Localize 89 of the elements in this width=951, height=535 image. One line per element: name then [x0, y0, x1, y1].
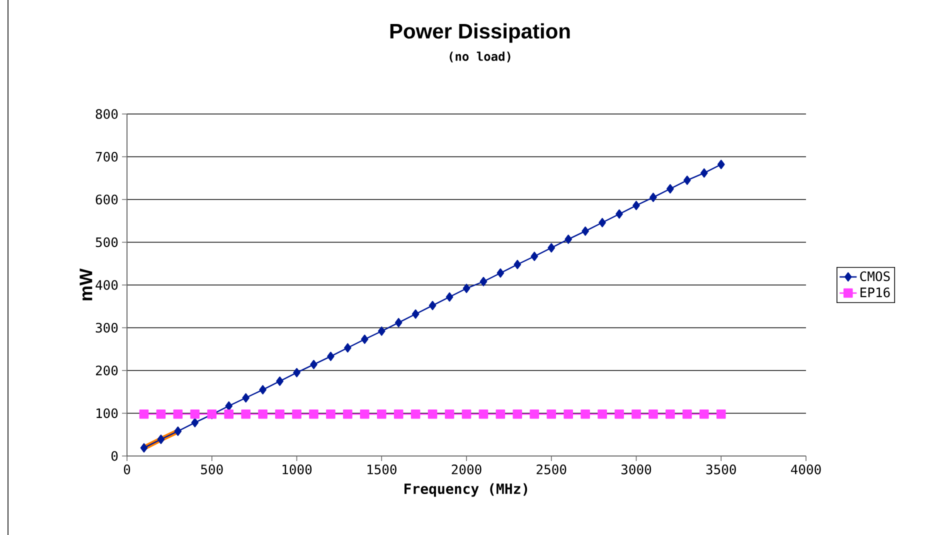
y-tick-label: 200	[96, 366, 118, 376]
point	[378, 326, 386, 336]
point	[410, 409, 420, 419]
y-tick-label: 800	[96, 109, 118, 119]
point	[514, 260, 522, 270]
point	[717, 160, 725, 170]
point	[444, 409, 454, 419]
point	[684, 176, 691, 185]
x-tick-label: 2000	[452, 464, 482, 474]
point	[716, 409, 726, 419]
point	[546, 409, 556, 419]
point	[327, 352, 334, 362]
chart-title: Power Dissipation	[390, 23, 570, 43]
x-tick-label: 4000	[790, 464, 821, 474]
x-tick-label: 3000	[621, 464, 652, 474]
y-tick-label: 100	[96, 408, 118, 418]
point	[428, 300, 436, 310]
point	[616, 209, 623, 219]
point	[394, 318, 402, 328]
y-tick-label: 400	[96, 280, 118, 290]
x-tick-label: 500	[201, 464, 223, 474]
point	[666, 409, 675, 419]
point	[496, 409, 506, 419]
x-tick-label: 1000	[282, 464, 312, 474]
point	[580, 409, 590, 419]
point	[598, 218, 606, 228]
point	[650, 192, 657, 202]
point	[344, 343, 352, 352]
point	[241, 409, 250, 419]
point	[343, 409, 352, 419]
point	[480, 276, 488, 286]
point	[700, 168, 708, 178]
point	[462, 284, 470, 294]
y-tick-label: 0	[111, 451, 118, 461]
point	[428, 409, 438, 419]
point	[309, 409, 318, 419]
point	[648, 409, 658, 419]
point	[548, 243, 556, 252]
point	[564, 409, 574, 419]
point	[139, 409, 149, 419]
point	[224, 409, 234, 419]
point	[598, 409, 607, 419]
legend-label: EP16	[860, 287, 890, 298]
point	[292, 409, 302, 419]
x-tick-label: 2500	[536, 464, 566, 474]
point	[564, 234, 572, 244]
point	[242, 393, 250, 402]
point	[412, 309, 420, 319]
point	[310, 360, 318, 370]
point	[276, 376, 284, 386]
point	[632, 409, 641, 419]
x-tick-label: 0	[124, 464, 130, 474]
chart-subtitle: (no load)	[450, 52, 510, 62]
point	[666, 184, 674, 194]
point	[478, 409, 488, 419]
y-tick-label: 300	[96, 322, 118, 333]
point	[700, 409, 709, 419]
point	[275, 409, 284, 419]
point	[462, 409, 472, 419]
point	[293, 368, 300, 378]
point	[361, 334, 368, 344]
point	[173, 409, 183, 419]
x-tick-label: 3500	[706, 464, 736, 474]
x-axis-title: Frequency (MHz)	[404, 483, 528, 497]
point	[530, 252, 538, 261]
point	[326, 409, 336, 419]
point	[512, 409, 522, 419]
point	[225, 401, 233, 411]
y-axis-title: mW	[80, 268, 92, 300]
point	[376, 409, 386, 419]
point	[258, 409, 268, 419]
point	[191, 418, 199, 428]
point	[360, 409, 370, 419]
x-tick-label: 1500	[368, 464, 396, 474]
legend-label: CMOS	[860, 271, 890, 282]
y-tick-label: 700	[96, 152, 118, 162]
point	[632, 200, 640, 210]
point	[582, 226, 589, 236]
point	[496, 268, 504, 278]
y-tick-label: 600	[96, 194, 118, 204]
point	[614, 409, 624, 419]
point	[394, 409, 404, 419]
point	[259, 385, 266, 394]
point	[156, 409, 166, 419]
point	[190, 409, 200, 419]
point	[682, 409, 692, 419]
point	[530, 409, 540, 419]
y-tick-label: 500	[96, 237, 118, 248]
point	[446, 292, 454, 302]
